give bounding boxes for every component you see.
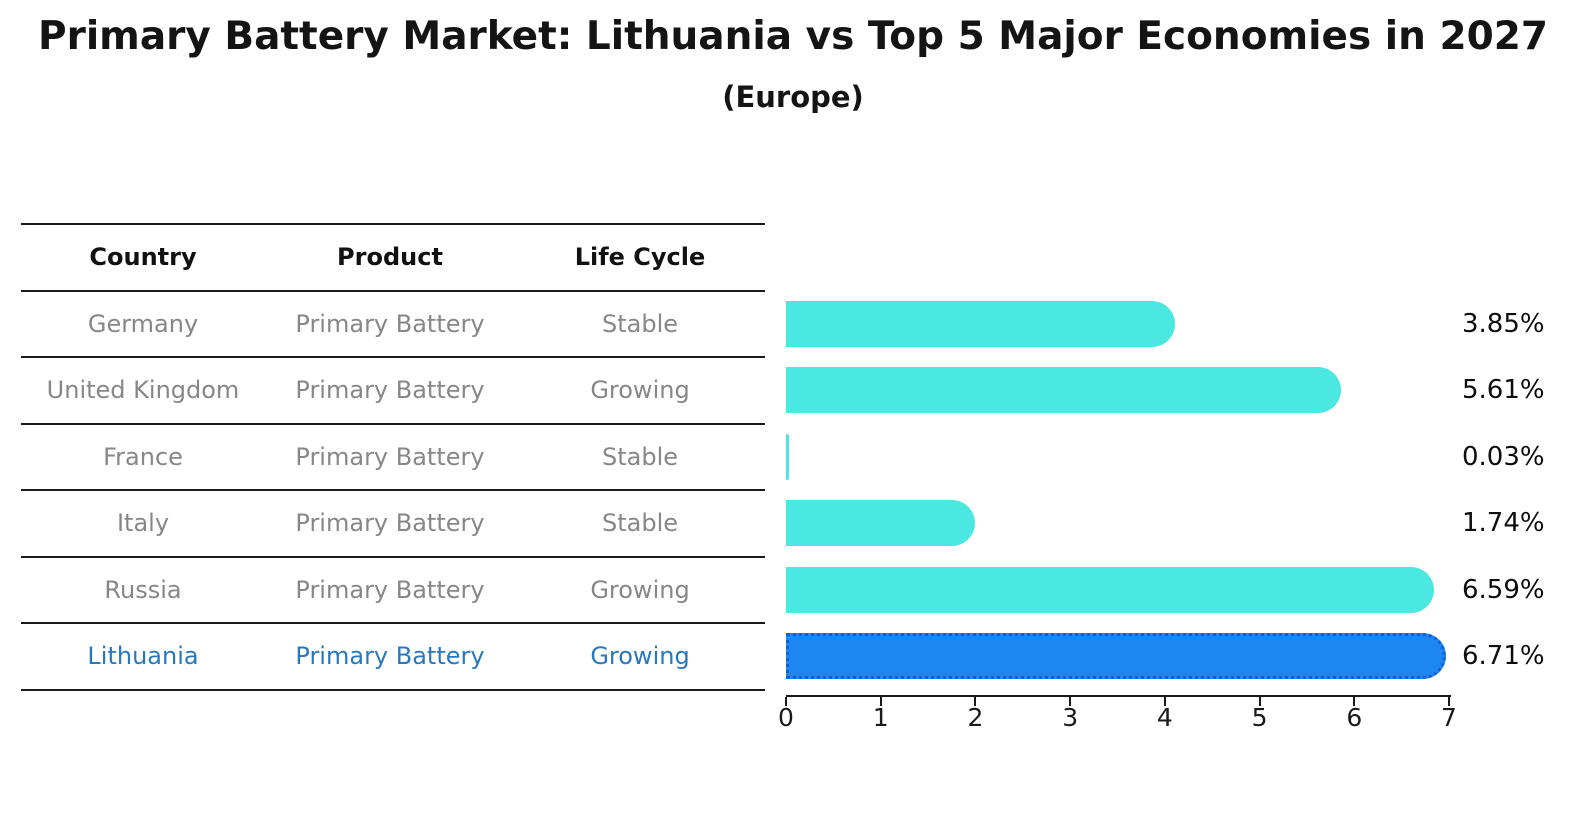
x-axis bbox=[786, 695, 1451, 697]
axis-tick bbox=[1069, 697, 1072, 706]
bar-france bbox=[786, 433, 789, 480]
axis-tick-label: 1 bbox=[872, 703, 889, 732]
table-row: France Primary Battery Stable bbox=[21, 425, 765, 491]
table-row: Russia Primary Battery Growing bbox=[21, 558, 765, 624]
axis-tick-label: 0 bbox=[778, 703, 794, 732]
value-label: 3.85% bbox=[1462, 308, 1545, 339]
table-cell-product: Primary Battery bbox=[295, 575, 485, 604]
axis-tick bbox=[785, 697, 787, 706]
bar-germany bbox=[786, 300, 1175, 347]
axis-tick-label: 6 bbox=[1346, 703, 1363, 732]
value-label: 5.61% bbox=[1462, 375, 1545, 406]
axis-tick bbox=[1353, 697, 1356, 706]
axis-tick bbox=[879, 697, 882, 706]
table-cell-country: Germany bbox=[87, 309, 199, 338]
bar-united-kingdom bbox=[786, 367, 1341, 414]
table-cell-life-cycle: Stable bbox=[601, 509, 679, 538]
table-row: United Kingdom Primary Battery Growing bbox=[21, 358, 765, 425]
table-cell-product: Primary Battery bbox=[295, 442, 485, 471]
axis-tick-label: 2 bbox=[967, 703, 984, 732]
value-label: 0.03% bbox=[1462, 441, 1545, 472]
axis-tick bbox=[1448, 697, 1450, 706]
axis-tick-label: 4 bbox=[1156, 703, 1173, 732]
axis-tick-label: 7 bbox=[1441, 703, 1457, 732]
axis-tick-label: 3 bbox=[1062, 703, 1079, 732]
bar-italy bbox=[786, 500, 975, 547]
table-header-country: Country bbox=[89, 243, 197, 272]
table-cell-product: Primary Battery bbox=[295, 309, 485, 338]
value-label: 6.59% bbox=[1462, 574, 1545, 605]
axis-tick bbox=[1163, 697, 1166, 706]
axis-tick-label: 5 bbox=[1251, 703, 1268, 732]
table-row: Germany Primary Battery Stable bbox=[21, 292, 765, 358]
table-cell-product: Primary Battery bbox=[295, 642, 485, 671]
axis-tick bbox=[1258, 697, 1261, 706]
table-row: Lithuania Primary Battery Growing bbox=[21, 624, 765, 691]
page-subtitle: (Europe) bbox=[722, 80, 864, 114]
bar-lithuania bbox=[786, 633, 1446, 680]
table-cell-product: Primary Battery bbox=[295, 509, 485, 538]
bar-russia bbox=[786, 566, 1434, 613]
value-label: 1.74% bbox=[1462, 508, 1545, 539]
table-cell-life-cycle: Stable bbox=[601, 442, 679, 471]
table-cell-country: Italy bbox=[116, 509, 170, 538]
table-header-product: Product bbox=[337, 243, 443, 272]
page-title: Primary Battery Market: Lithuania vs Top… bbox=[38, 14, 1548, 59]
table-cell-life-cycle: Growing bbox=[590, 575, 690, 604]
table-cell-country: Russia bbox=[104, 575, 182, 604]
table-cell-life-cycle: Growing bbox=[590, 376, 690, 405]
value-label: 6.71% bbox=[1462, 641, 1545, 672]
comparison-table: Country Product Life Cycle Germany Primar… bbox=[21, 223, 765, 691]
table-cell-life-cycle: Stable bbox=[601, 309, 679, 338]
axis-tick bbox=[974, 697, 977, 706]
table-cell-country: France bbox=[103, 442, 183, 471]
table-cell-life-cycle: Growing bbox=[590, 642, 690, 671]
table-row: Italy Primary Battery Stable bbox=[21, 491, 765, 558]
table-cell-product: Primary Battery bbox=[295, 376, 485, 405]
table-header-life-cycle: Life Cycle bbox=[574, 243, 706, 272]
table-cell-country: Lithuania bbox=[87, 642, 199, 671]
table-header-row: Country Product Life Cycle bbox=[21, 225, 765, 292]
table-cell-country: United Kingdom bbox=[46, 376, 240, 405]
